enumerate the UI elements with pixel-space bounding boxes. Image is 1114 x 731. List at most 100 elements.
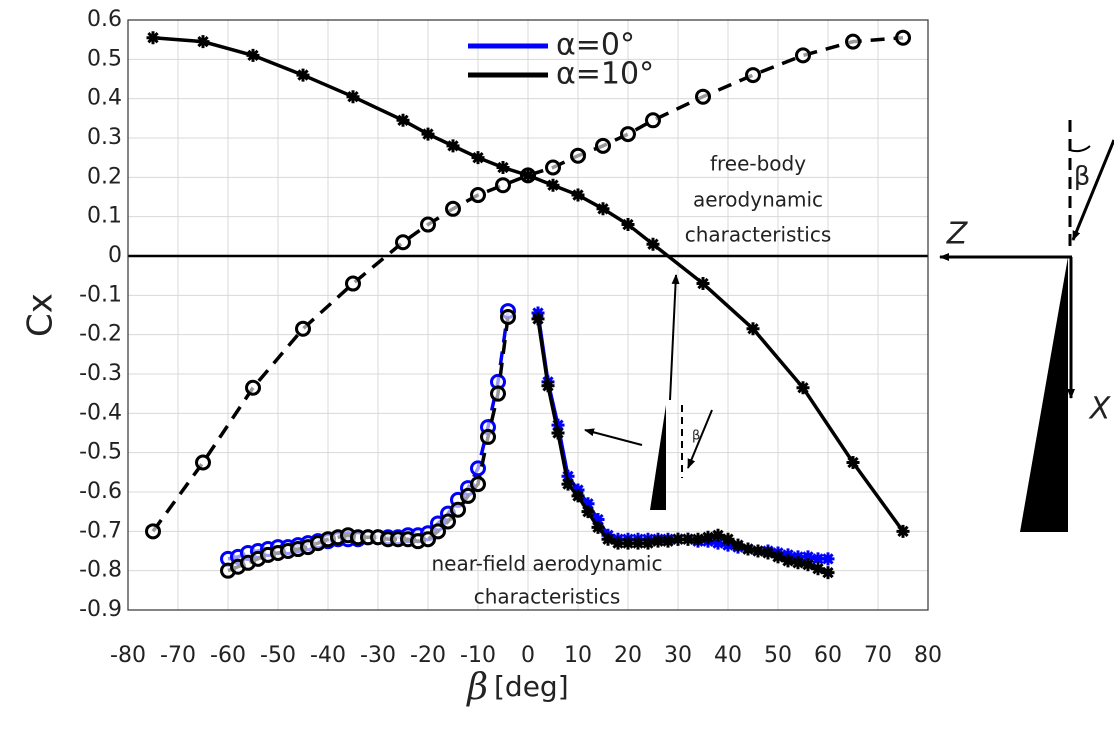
marker-asterisk [621,218,635,232]
marker-asterisk [601,532,615,546]
x-tick-label: 40 [714,643,742,668]
marker-asterisk [821,566,835,580]
x-axis-symbol: β [465,667,488,708]
marker-asterisk [671,532,685,546]
marker-asterisk [701,530,715,544]
marker-asterisk [811,552,825,566]
marker-circle [445,200,461,217]
x-axis-unit: [deg] [494,670,569,703]
body-shape [1020,257,1068,532]
marker-circle [470,476,486,493]
marker-asterisk [781,554,795,568]
marker-asterisk [596,202,610,216]
marker-circle [245,379,261,396]
marker-asterisk [546,178,560,192]
y-tick-label: -0.5 [79,440,122,465]
marker-asterisk [821,552,835,566]
marker-asterisk [646,237,660,251]
marker-circle [490,385,506,402]
marker-circle [480,428,496,445]
angle-arc [1069,145,1091,153]
x-tick-label: 70 [864,643,892,668]
inset-body [650,405,666,510]
x-axis-label-diagram: X [1088,392,1112,427]
marker-circle [570,147,586,164]
y-tick-label: 0.6 [87,7,122,32]
marker-asterisk [846,456,860,469]
marker-asterisk [631,536,645,550]
x-tick-label: 10 [564,643,592,668]
plot-frame [127,19,929,611]
marker-asterisk [661,534,675,548]
marker-asterisk [571,489,585,503]
body-diagram: β Z X [939,120,1114,532]
y-axis-label: Cx [21,293,61,337]
marker-circle [195,454,211,471]
marker-asterisk [721,532,735,546]
marker-asterisk [811,562,825,576]
y-tick-label: -0.1 [79,282,122,307]
x-tick-label: 0 [521,643,535,668]
marker-asterisk [746,322,760,336]
y-tick-label: 0 [108,243,122,268]
annotation-line: aerodynamic [693,188,823,212]
inset-arrow [687,409,713,469]
grid [127,19,929,611]
marker-circle [795,47,811,64]
marker-asterisk [796,381,810,395]
marker-asterisk [196,35,210,49]
x-tick-label: -40 [310,643,346,668]
x-tick-label: -20 [410,643,446,668]
marker-circle [430,523,446,540]
marker-asterisk [691,532,705,546]
marker-circle [470,187,486,204]
x-tick-label: -80 [110,643,146,668]
marker-asterisk [531,312,545,326]
flow-arrow [1071,139,1114,241]
marker-asterisk [751,544,765,558]
y-tick-label: 0.2 [87,164,122,189]
marker-circle [395,234,411,251]
marker-asterisk [591,513,605,527]
y-tick-label: -0.4 [79,400,122,425]
pointer-arrow [584,428,643,446]
y-tick-label: -0.6 [79,479,122,504]
x-tick-label: 60 [814,643,842,668]
annotation-free-body: free-body aerodynamic characteristics [685,152,832,247]
marker-asterisk [801,558,815,572]
marker-asterisk [571,188,585,202]
annotation-line: near-field aerodynamic [432,552,663,576]
annotation-line: characteristics [474,585,621,609]
marker-circle [695,88,711,105]
marker-asterisk [731,538,745,552]
x-tick-label: -70 [160,643,196,668]
x-tick-label: -50 [260,643,296,668]
x-tick-label: 50 [764,643,792,668]
marker-circle [500,308,516,325]
marker-asterisk [591,520,605,534]
annotation-line: characteristics [685,223,832,247]
series-line [227,310,510,561]
marker-circle [440,513,456,530]
marker-circle [745,67,761,84]
x-tick-label: 30 [664,643,692,668]
annotation-line: free-body [710,152,806,176]
marker-circle [595,137,611,154]
x-tick-label: -30 [360,643,396,668]
marker-asterisk [296,68,310,82]
marker-asterisk [791,556,805,570]
marker-asterisk [581,505,595,519]
y-tick-label: -0.7 [79,518,122,543]
marker-asterisk [396,113,410,127]
marker-asterisk [551,426,565,440]
inset-angle: β [692,429,700,444]
marker-asterisk [446,139,460,153]
marker-asterisk [896,524,910,538]
marker-asterisk [611,536,625,550]
inset-sketch: β [584,274,713,510]
marker-asterisk [761,546,775,560]
marker-asterisk [496,161,510,174]
marker-circle [295,320,311,337]
y-tick-label: -0.8 [79,558,122,583]
legend-label: α=10° [556,57,654,92]
